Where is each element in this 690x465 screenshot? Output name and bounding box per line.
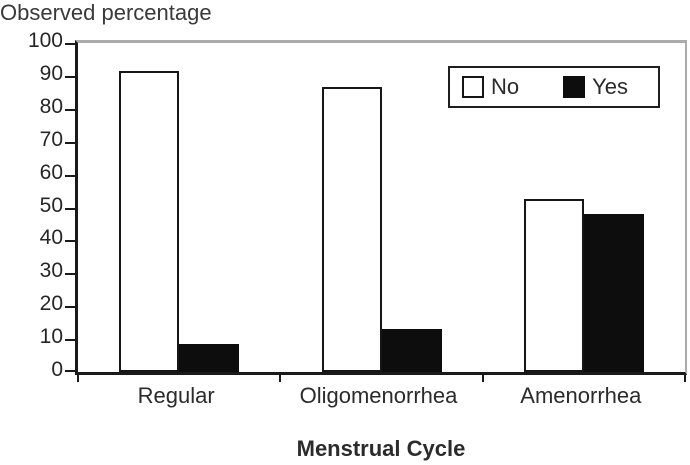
x-axis-category-label: Amenorrhea [520, 383, 642, 408]
y-axis-tick-label: 90 [39, 61, 63, 85]
y-axis-labels: 0 10 20 30 40 50 60 70 80 90 100 [0, 29, 63, 381]
y-axis-tick [65, 174, 75, 177]
y-axis-tick [65, 141, 75, 144]
y-axis-tick-label: 50 [39, 193, 63, 217]
y-axis-tick-label: 30 [39, 259, 63, 283]
bar-amenorrhea-yes [584, 214, 644, 372]
y-axis-tick [65, 43, 75, 45]
plot-area: No Yes [65, 40, 687, 382]
bar-amenorrhea-no [524, 199, 584, 372]
y-axis-tick [65, 108, 75, 111]
y-axis-tick [65, 339, 75, 342]
y-axis-tick-label: 0 [51, 358, 63, 381]
x-axis-title: Menstrual Cycle [296, 436, 466, 461]
y-axis-tick [65, 75, 75, 78]
bar-regular-yes [179, 344, 239, 372]
y-axis-tick-label: 10 [39, 325, 63, 349]
y-axis-tick-label: 70 [39, 127, 63, 151]
x-axis-tick [77, 375, 79, 382]
legend-item-no: No [462, 76, 519, 98]
y-axis-tick [65, 240, 75, 243]
legend-label-no: No [491, 74, 520, 99]
bar-regular-no [119, 71, 179, 372]
y-axis-tick-label: 40 [39, 226, 63, 250]
legend-swatch-no-icon [462, 76, 484, 98]
y-axis-tick [65, 207, 75, 210]
legend-item-yes: Yes [563, 76, 628, 98]
legend: No Yes [448, 66, 660, 108]
y-axis-tick-label: 20 [39, 292, 63, 316]
legend-swatch-yes-icon [563, 76, 586, 98]
x-axis-category-labels: Regular Oligomenorrhea Amenorrhea [75, 383, 687, 409]
y-axis-tick-label: 60 [39, 160, 63, 184]
bar-oligomenorrhea-yes [382, 329, 442, 372]
y-axis-tick-label: 80 [39, 94, 63, 118]
y-axis-tick [65, 370, 75, 372]
x-axis-category-label: Regular [137, 383, 215, 408]
y-axis-tick [65, 273, 75, 276]
x-axis-tick [684, 375, 686, 382]
bar-oligomenorrhea-no [322, 87, 382, 372]
x-axis-tick [279, 375, 282, 382]
y-axis-tick-label: 100 [27, 29, 63, 52]
x-axis-tick [481, 375, 484, 382]
y-axis-tick [65, 306, 75, 309]
x-axis-category-label: Oligomenorrhea [299, 383, 458, 408]
chart-title: Observed percentage [0, 0, 212, 25]
legend-label-yes: Yes [592, 74, 629, 99]
